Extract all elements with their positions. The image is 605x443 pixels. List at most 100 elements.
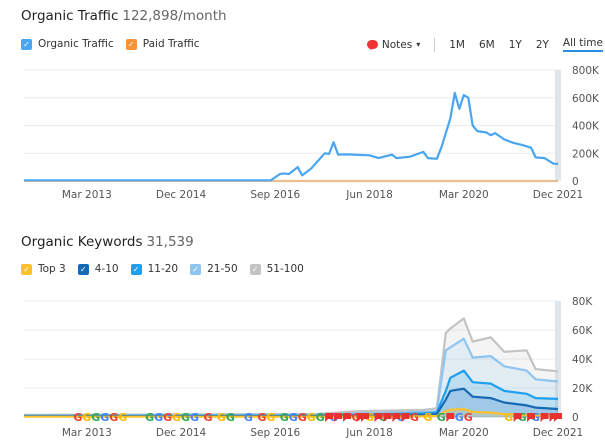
range-selector: Notes ▾ 1M 6M 1Y 2Y All time bbox=[366, 37, 603, 52]
note-marker-icon[interactable] bbox=[392, 413, 401, 422]
note-marker-icon[interactable] bbox=[334, 413, 343, 422]
google-update-marker-icon[interactable]: G bbox=[352, 411, 361, 424]
note-marker-icon[interactable] bbox=[374, 413, 383, 422]
range-1m[interactable]: 1M bbox=[449, 38, 465, 51]
series-line-51-100 bbox=[23, 317, 559, 416]
x-tick-label: Jun 2018 bbox=[345, 189, 392, 201]
google-update-marker-icon[interactable]: G bbox=[396, 411, 405, 424]
x-tick-label: Dec 2014 bbox=[156, 427, 207, 439]
legend-label: 51-100 bbox=[266, 263, 304, 275]
keywords-value: 31,539 bbox=[146, 234, 194, 250]
legend-top-3[interactable]: ✓ Top 3 bbox=[21, 263, 66, 275]
google-update-marker-icon[interactable]: G bbox=[316, 411, 325, 424]
legend-label: Organic Traffic bbox=[38, 38, 114, 50]
note-marker-icon[interactable] bbox=[401, 413, 410, 422]
checkbox-icon[interactable]: ✓ bbox=[130, 263, 142, 275]
x-tick-label: Mar 2020 bbox=[439, 427, 489, 439]
google-update-marker-icon[interactable]: G bbox=[518, 411, 527, 424]
note-marker-icon[interactable] bbox=[361, 413, 370, 422]
checkbox-icon[interactable]: ✓ bbox=[21, 38, 32, 50]
legend-51-100[interactable]: ✓ 51-100 bbox=[249, 263, 304, 275]
y-tick-label: 800K bbox=[572, 65, 600, 77]
google-update-marker-icon[interactable]: G bbox=[91, 411, 100, 424]
series-area-51-100 bbox=[24, 318, 558, 417]
google-update-marker-icon[interactable]: G bbox=[244, 411, 253, 424]
google-update-marker-icon[interactable]: G bbox=[410, 411, 419, 424]
x-tick-label: Dec 2014 bbox=[156, 189, 207, 201]
google-update-marker-icon[interactable]: G bbox=[226, 411, 235, 424]
y-tick-label: 200K bbox=[572, 148, 600, 160]
google-update-marker-icon[interactable]: G bbox=[82, 411, 91, 424]
legend-11-20[interactable]: ✓ 11-20 bbox=[130, 263, 178, 275]
range-1y[interactable]: 1Y bbox=[508, 38, 522, 51]
google-update-marker-icon[interactable]: G bbox=[378, 411, 387, 424]
legend-4-10[interactable]: ✓ 4-10 bbox=[77, 263, 119, 275]
google-update-marker-icon[interactable]: G bbox=[100, 411, 109, 424]
legend-organic-traffic[interactable]: ✓ Organic Traffic bbox=[21, 38, 114, 50]
google-update-marker-icon[interactable]: G bbox=[109, 411, 118, 424]
google-update-marker-icon[interactable]: G bbox=[154, 411, 163, 424]
google-update-marker-icon[interactable]: G bbox=[118, 411, 127, 424]
google-update-marker-icon[interactable]: G bbox=[307, 411, 316, 424]
checkbox-icon[interactable]: ✓ bbox=[77, 263, 89, 275]
note-marker-icon[interactable] bbox=[513, 413, 522, 422]
google-update-marker-icon[interactable]: G bbox=[437, 411, 446, 424]
google-update-marker-icon[interactable]: G bbox=[181, 411, 190, 424]
google-update-marker-icon[interactable]: G bbox=[266, 411, 275, 424]
google-update-marker-icon[interactable]: G bbox=[504, 411, 513, 424]
legend-paid-traffic[interactable]: ✓ Paid Traffic bbox=[125, 38, 200, 50]
x-tick-label: Dec 2021 bbox=[533, 189, 583, 201]
note-marker-icon[interactable] bbox=[325, 413, 334, 422]
google-update-marker-icon[interactable]: G bbox=[289, 411, 298, 424]
x-tick-label: Mar 2013 bbox=[62, 427, 112, 439]
google-update-marker-icon[interactable]: G bbox=[217, 411, 226, 424]
notes-dropdown[interactable]: Notes ▾ bbox=[366, 39, 420, 51]
series-area-11-20 bbox=[24, 370, 558, 417]
x-tick-label: Sep 2016 bbox=[250, 189, 300, 201]
google-update-marker-icon[interactable]: G bbox=[190, 411, 199, 424]
comment-icon bbox=[366, 40, 378, 50]
google-update-marker-icon[interactable]: G bbox=[73, 411, 82, 424]
range-6m[interactable]: 6M bbox=[478, 38, 495, 51]
y-tick-label: 60K bbox=[572, 325, 593, 337]
google-update-marker-icon[interactable]: G bbox=[365, 411, 374, 424]
checkbox-icon[interactable]: ✓ bbox=[190, 263, 202, 275]
note-marker-icon[interactable] bbox=[383, 413, 392, 422]
google-update-marker-icon[interactable]: G bbox=[172, 411, 181, 424]
checkbox-icon[interactable]: ✓ bbox=[249, 263, 261, 275]
y-tick-label: 0 bbox=[572, 412, 579, 424]
note-marker-icon[interactable] bbox=[446, 413, 455, 422]
range-all-time[interactable]: All time bbox=[562, 37, 603, 52]
checkbox-icon[interactable]: ✓ bbox=[21, 263, 32, 275]
google-update-marker-icon[interactable]: G bbox=[163, 411, 172, 424]
note-marker-icon[interactable] bbox=[540, 413, 549, 422]
y-tick-label: 0 bbox=[572, 176, 579, 188]
google-update-marker-icon[interactable]: G bbox=[531, 411, 540, 424]
legend-21-50[interactable]: ✓ 21-50 bbox=[190, 263, 238, 275]
keywords-legend: ✓ Top 3 ✓ 4-10 ✓ 11-20 ✓ 21-50 ✓ 51-100 bbox=[21, 263, 304, 275]
google-update-marker-icon[interactable]: G bbox=[464, 411, 473, 424]
keywords-title-label: Organic Keywords bbox=[21, 234, 143, 250]
note-marker-icon[interactable] bbox=[343, 413, 352, 422]
note-marker-icon[interactable] bbox=[554, 413, 562, 422]
google-update-marker-icon[interactable]: G bbox=[455, 411, 464, 424]
divider bbox=[434, 37, 436, 52]
traffic-legend: ✓ Organic Traffic ✓ Paid Traffic bbox=[21, 38, 200, 50]
legend-label: Paid Traffic bbox=[142, 38, 200, 50]
checkbox-icon[interactable]: ✓ bbox=[125, 38, 137, 50]
x-tick-label: Sep 2016 bbox=[250, 427, 300, 439]
google-update-marker-icon[interactable]: G bbox=[203, 411, 212, 424]
google-update-marker-icon[interactable]: G bbox=[280, 411, 289, 424]
y-tick-label: 20K bbox=[572, 383, 593, 395]
google-update-marker-icon[interactable]: G bbox=[329, 411, 338, 424]
google-update-marker-icon[interactable]: G bbox=[298, 411, 307, 424]
google-update-marker-icon[interactable]: G bbox=[257, 411, 266, 424]
range-2y[interactable]: 2Y bbox=[535, 38, 549, 51]
google-update-marker-icon[interactable]: G bbox=[145, 411, 154, 424]
traffic-chart[interactable]: 0 200K 400K 600K 800K Mar 2013 Dec 2014 Sep 201… bbox=[0, 0, 605, 205]
note-marker-icon[interactable] bbox=[527, 413, 536, 422]
x-tick-label: Mar 2013 bbox=[62, 189, 112, 201]
google-update-marker-icon[interactable]: G bbox=[423, 411, 432, 424]
y-tick-label: 80K bbox=[572, 296, 593, 308]
